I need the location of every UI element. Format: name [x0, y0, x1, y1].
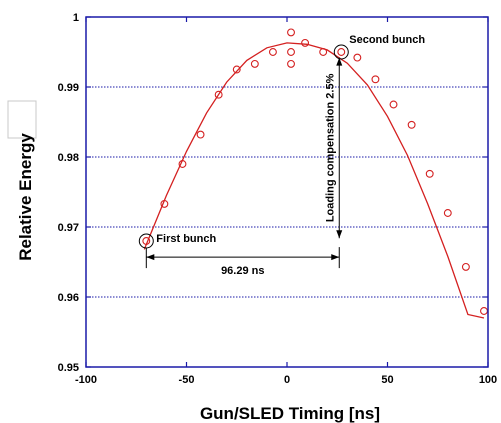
data-point: [461, 262, 470, 271]
second-bunch-marker: [333, 44, 349, 60]
x-tick-label: 100: [479, 374, 497, 386]
data-point: [443, 209, 452, 217]
data-point: [319, 48, 328, 56]
spacing-label: 96.29 ns: [221, 265, 264, 277]
axis-ticks: [85, 16, 489, 368]
x-tick-label: 50: [381, 374, 393, 386]
data-points: [142, 28, 488, 315]
data-point: [268, 48, 277, 56]
y-tick-label: 0.95: [58, 362, 79, 374]
data-point: [232, 65, 241, 74]
data-point: [301, 38, 310, 47]
y-tick-label: 0.98: [58, 152, 79, 164]
data-point: [250, 59, 259, 68]
data-point: [214, 90, 223, 99]
first-bunch-label: First bunch: [156, 233, 216, 245]
tick-labels: 0.95 0.96 0.97 0.98 0.99 1 -100 -50 0 50 100: [58, 12, 498, 386]
x-tick-label: -100: [75, 374, 97, 386]
y-tick-label: 0.99: [58, 82, 79, 94]
data-point: [407, 120, 416, 129]
data-point: [353, 53, 362, 62]
compensation-arrow-top-head: [336, 57, 343, 66]
second-bunch-label: Second bunch: [349, 34, 425, 46]
compensation-arrow-bottom-head: [336, 230, 343, 239]
data-point: [160, 199, 169, 208]
x-tick-label: -50: [179, 374, 195, 386]
plot-area-frame: [85, 16, 489, 368]
fit-curve: [143, 42, 485, 319]
data-point: [480, 307, 488, 315]
data-point: [287, 28, 295, 37]
data-point: [287, 59, 295, 68]
blank-frame-box: [7, 100, 37, 139]
data-point: [178, 160, 187, 168]
data-point: [142, 237, 151, 245]
data-point: [425, 169, 434, 178]
fit-curve-group: [143, 42, 485, 319]
x-tick-label: 0: [284, 374, 290, 386]
data-point: [337, 48, 346, 56]
data-point: [196, 130, 205, 139]
spacing-arrow-right-head: [331, 254, 340, 261]
y-tick-label: 1: [73, 12, 79, 24]
data-point: [389, 100, 398, 109]
y-tick-label: 0.97: [58, 222, 79, 234]
x-axis-title: Gun/SLED Timing [ns]: [200, 404, 380, 423]
y-axis-title: Relative Energy: [16, 133, 35, 261]
annotations-group: First bunch Second bunch 96.29 ns Loading c…: [138, 34, 425, 277]
y-tick-label: 0.96: [58, 292, 79, 304]
spacing-arrow-left-head: [146, 254, 155, 261]
data-point: [371, 75, 380, 84]
data-point: [287, 48, 295, 56]
compensation-label: Loading compensation 2.5%: [324, 73, 336, 222]
